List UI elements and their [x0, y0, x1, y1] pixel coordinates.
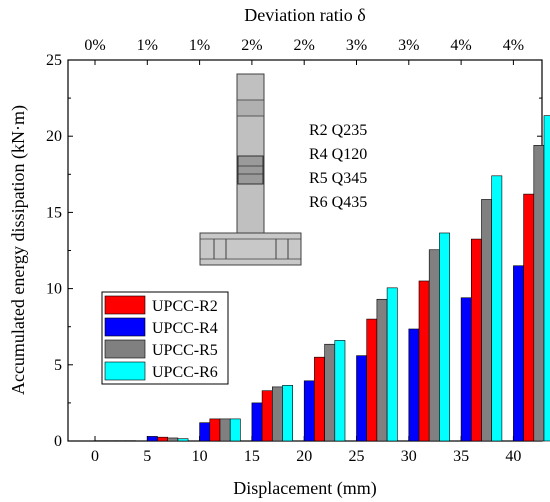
specimen-base [199, 232, 302, 266]
bar-upcc-r4-20 [303, 380, 315, 442]
bar-upcc-r2-5 [157, 436, 168, 442]
bar-upcc-r4-15 [251, 402, 263, 442]
bar-upcc-r2-15 [261, 390, 273, 442]
bar-upcc-r4-35 [460, 297, 472, 442]
top-tick-label: 3% [346, 37, 367, 54]
bar-upcc-r2-25 [366, 318, 378, 442]
legend-label-r5: UPCC-R5 [152, 342, 218, 359]
legend-swatch-r2 [104, 295, 146, 315]
bar-upcc-r5-35 [481, 199, 492, 442]
top-tick-label: 4% [450, 37, 471, 54]
bar-upcc-r6-20 [334, 340, 346, 442]
top-tick-label: 1% [189, 37, 210, 54]
top-axis-title: Deviation ratio δ [244, 5, 365, 25]
bar-upcc-r2-30 [418, 280, 430, 442]
bar-upcc-r5-30 [428, 249, 440, 442]
x-tick-label: 5 [143, 448, 151, 465]
bar-upcc-r6-5 [177, 438, 189, 442]
x-tick-label: 25 [349, 448, 365, 465]
legend-label-r4: UPCC-R4 [152, 320, 218, 337]
legend-swatch-r4 [104, 317, 146, 337]
bar-upcc-r2-10 [209, 418, 221, 442]
top-tick-label: 2% [241, 37, 262, 54]
bar-upcc-r5-10 [219, 418, 231, 442]
top-tick-label: 1% [137, 37, 158, 54]
specimen-column [236, 73, 265, 234]
y-tick-label: 10 [46, 281, 62, 298]
annotation-line: R5 Q345 [309, 170, 367, 187]
bar-upcc-r4-10 [199, 422, 211, 442]
legend-label-r2: UPCC-R2 [152, 298, 218, 315]
x-tick-label: 0 [91, 448, 99, 465]
bar-upcc-r2-40 [523, 193, 535, 442]
bar-upcc-r4-30 [408, 328, 420, 442]
annotation-line: R4 Q120 [309, 146, 367, 163]
top-tick-label: 4% [503, 37, 524, 54]
top-tick-label: 2% [294, 37, 315, 54]
x-tick-label: 35 [453, 448, 469, 465]
bar-upcc-r5-15 [271, 386, 283, 442]
legend-label-r6: UPCC-R6 [152, 364, 218, 381]
legend-swatch-r5 [104, 339, 146, 359]
x-tick-label: 40 [505, 448, 521, 465]
x-tick-label: 15 [244, 448, 260, 465]
steel-grade-annotation: R2 Q235 R4 Q120 R5 Q345 R6 Q435 [309, 122, 367, 211]
bar-upcc-r5-20 [324, 343, 336, 442]
bar-upcc-r5-25 [376, 298, 388, 442]
top-tick-label: 3% [398, 37, 419, 54]
bar-upcc-r6-30 [439, 232, 450, 442]
top-axis-ticks: 0% 1% 1% 2% 2% 3% 3% 4% 4% [84, 37, 524, 65]
y-axis-title: Accumulated energy dissipation (kN·m) [8, 105, 29, 395]
bar-upcc-r5-40 [533, 145, 545, 442]
specimen-diagram [199, 73, 302, 266]
x-tick-label: 30 [401, 448, 417, 465]
annotation-line: R6 Q435 [309, 194, 367, 211]
bar-upcc-r6-40 [543, 115, 550, 442]
x-axis-title: Displacement (mm) [233, 478, 376, 499]
bar-upcc-r6-15 [282, 385, 293, 442]
y-tick-label: 0 [54, 433, 62, 450]
bar-upcc-r6-10 [229, 418, 241, 442]
x-tick-label: 10 [192, 448, 208, 465]
column-connector [237, 155, 264, 185]
annotation-line: R2 Q235 [309, 122, 367, 139]
x-tick-label: 20 [296, 448, 312, 465]
bar-upcc-r2-35 [470, 238, 482, 442]
y-tick-label: 25 [46, 52, 62, 69]
bar-upcc-r4-40 [513, 265, 524, 442]
bar-upcc-r5-5 [167, 437, 179, 442]
legend: UPCC-R2 UPCC-R4 UPCC-R5 UPCC-R6 [101, 291, 229, 385]
bar-upcc-r4-25 [356, 355, 367, 442]
bar-upcc-r2-20 [314, 356, 325, 442]
y-tick-label: 5 [54, 357, 62, 374]
bar-upcc-r4-5 [147, 436, 158, 442]
top-tick-label: 0% [84, 37, 105, 54]
legend-swatch-r6 [104, 361, 146, 381]
y-tick-label: 20 [46, 128, 62, 145]
bar-upcc-r6-35 [491, 175, 503, 442]
bar-upcc-r6-25 [386, 287, 398, 442]
column-joint-plate [236, 99, 265, 117]
bar-marks [94, 115, 550, 442]
y-tick-label: 15 [46, 204, 62, 221]
